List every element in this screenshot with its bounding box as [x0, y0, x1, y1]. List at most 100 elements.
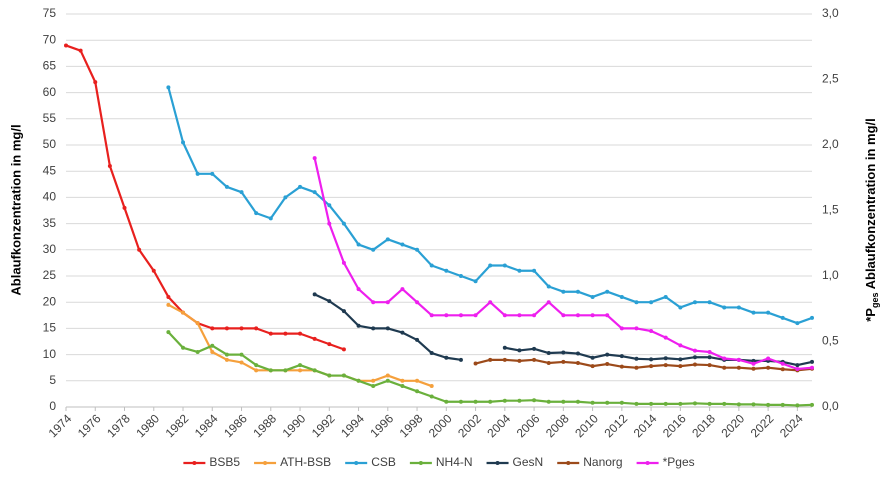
data-point [488, 357, 493, 362]
data-point [444, 399, 449, 404]
y2-tick-label: 2,5 [822, 72, 839, 86]
x-tick-label: 2008 [543, 411, 572, 440]
x-tick-label: 1974 [46, 411, 75, 440]
x-tick-label: 1994 [338, 411, 367, 440]
data-point [780, 361, 785, 366]
data-point [532, 398, 537, 403]
data-point [678, 343, 683, 348]
data-point [532, 268, 537, 273]
data-point [810, 315, 814, 320]
data-point [356, 242, 361, 247]
data-point [649, 364, 654, 369]
x-tick-label: 1986 [221, 411, 250, 440]
x-tick-label: 2012 [601, 411, 630, 440]
data-point [546, 284, 551, 289]
x-tick-label: 1990 [280, 411, 309, 440]
data-point [590, 355, 595, 360]
data-point [64, 43, 68, 48]
data-point [400, 378, 405, 383]
data-point [429, 384, 434, 389]
data-point [795, 363, 800, 368]
data-point [298, 331, 303, 336]
x-tick-label: 2006 [514, 411, 543, 440]
data-point [488, 300, 493, 305]
y-tick-label: 70 [43, 32, 57, 46]
data-point [371, 384, 376, 389]
data-point [751, 402, 756, 407]
data-point [181, 140, 186, 145]
data-point [268, 216, 273, 221]
data-point [400, 242, 405, 247]
data-point [605, 400, 610, 405]
y2-title-sub: ges [870, 293, 880, 309]
y2-title-part: Ablaufkonzentration in mg/l [863, 118, 878, 292]
data-point [517, 348, 522, 353]
y2-tick-label: 0,5 [822, 334, 839, 348]
data-point [678, 305, 683, 310]
data-point [166, 302, 171, 307]
x-tick-label: 2020 [718, 411, 747, 440]
data-point [107, 163, 112, 168]
data-point [736, 305, 741, 310]
data-point [546, 360, 551, 365]
y-tick-label: 5 [49, 373, 56, 387]
y-tick-label: 60 [43, 85, 57, 99]
data-point [722, 365, 727, 370]
data-point [663, 401, 668, 406]
data-point [780, 367, 785, 372]
data-point [254, 326, 259, 331]
data-point [532, 357, 537, 362]
x-tick-label: 2010 [572, 411, 601, 440]
x-tick-label: 2024 [777, 411, 806, 440]
data-point [502, 263, 507, 268]
legend-label: NH4-N [436, 455, 473, 469]
data-point [634, 401, 639, 406]
data-point [283, 331, 288, 336]
data-point [400, 287, 405, 292]
data-point [210, 343, 215, 348]
data-point [458, 313, 463, 318]
data-point [400, 384, 405, 389]
data-point [371, 247, 376, 252]
data-point [166, 85, 171, 90]
legend-label: Nanorg [583, 455, 622, 469]
data-point [590, 313, 595, 318]
data-point [766, 402, 771, 407]
x-tick-label: 1982 [163, 411, 192, 440]
data-point [810, 365, 814, 370]
data-point [663, 335, 668, 340]
data-point [254, 211, 259, 216]
data-point [678, 357, 683, 362]
data-point [751, 361, 756, 366]
series-line [167, 331, 813, 407]
data-point [166, 330, 171, 335]
series-line [65, 44, 345, 351]
y-tick-label: 55 [43, 111, 57, 125]
legend-label: BSB5 [209, 455, 240, 469]
data-point [488, 399, 493, 404]
data-point [122, 205, 127, 210]
data-point [78, 48, 83, 53]
series-line [313, 157, 813, 371]
data-point [619, 400, 624, 405]
data-point [751, 358, 756, 363]
data-point [312, 292, 317, 297]
data-point [561, 399, 566, 404]
data-point [312, 190, 317, 195]
data-point [502, 345, 507, 350]
data-point [151, 268, 156, 273]
data-point [751, 366, 756, 371]
y-tick-label: 10 [43, 347, 57, 361]
data-point [575, 399, 580, 404]
data-point [575, 313, 580, 318]
x-tick-label: 2016 [660, 411, 689, 440]
data-point [341, 347, 346, 352]
data-point [371, 378, 376, 383]
data-point [605, 313, 610, 318]
data-point [619, 294, 624, 299]
data-point [473, 399, 478, 404]
data-point [649, 329, 654, 334]
y2-axis-title: *Pges Ablaufkonzentration in mg/l [863, 118, 880, 322]
data-point [678, 401, 683, 406]
data-point [415, 378, 420, 383]
